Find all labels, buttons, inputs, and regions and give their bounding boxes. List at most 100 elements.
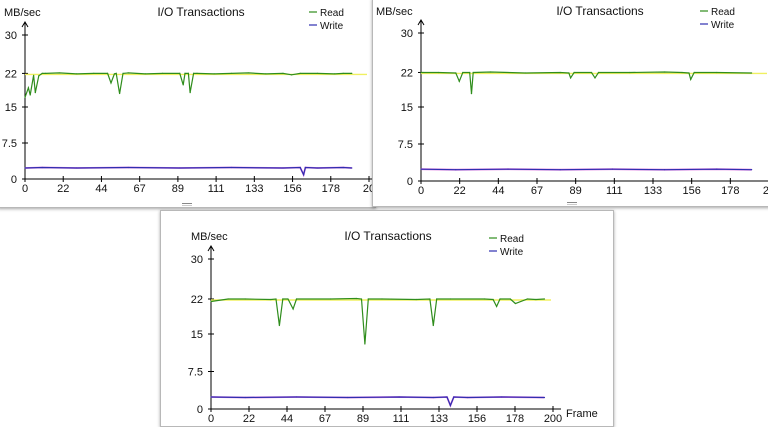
read-point [436, 298, 438, 300]
write-point [303, 174, 305, 176]
x-tick-label: 178 [506, 413, 524, 425]
chart-title: I/O Transactions [157, 5, 244, 19]
read-point [568, 72, 570, 74]
read-point [144, 73, 146, 75]
write-point [664, 169, 666, 171]
read-point [334, 73, 336, 75]
read-point [27, 87, 30, 89]
read-series-line [24, 72, 352, 98]
x-tick-label: 178 [721, 185, 739, 197]
write-point [41, 166, 43, 169]
x-tick-label: 67 [134, 183, 146, 195]
x-tick-label: 67 [531, 185, 543, 197]
read-point [509, 298, 511, 300]
read-point [455, 72, 457, 74]
write-point [466, 396, 469, 399]
y-tick-label: 30 [401, 28, 413, 40]
read-point [282, 298, 284, 300]
read-point [189, 92, 191, 94]
read-point [316, 72, 318, 74]
write-point [420, 168, 422, 170]
read-point [492, 298, 494, 301]
read-point [38, 75, 40, 77]
read-point [122, 72, 124, 74]
x-tick-label: 89 [570, 185, 582, 197]
write-point [751, 169, 753, 171]
read-point [514, 302, 516, 305]
write-point [299, 166, 301, 169]
read-point [360, 298, 363, 300]
io-chart-3: I/O Transactions MB/sec Frame 0 7.5 15 22 30 0 22… [188, 229, 598, 425]
resize-grip[interactable] [567, 202, 577, 205]
x-tick-label: 22 [57, 183, 69, 195]
read-series-line [210, 297, 545, 345]
read-point [24, 96, 26, 98]
write-point [543, 396, 546, 399]
legend-label-read: Read [500, 234, 524, 245]
read-point [590, 71, 593, 74]
x-tick-label: 111 [208, 183, 225, 195]
read-point [629, 71, 631, 74]
read-point [244, 298, 246, 300]
write-point [559, 169, 561, 171]
write-point [507, 168, 509, 170]
x-tick-label: 89 [357, 413, 369, 425]
read-point [187, 72, 189, 74]
read-point [292, 308, 294, 310]
read-point [179, 72, 181, 74]
read-point [299, 72, 301, 74]
read-point [270, 298, 272, 301]
read-point [716, 71, 718, 74]
write-point [455, 169, 457, 171]
read-point [499, 298, 501, 300]
resize-grip[interactable] [182, 203, 192, 206]
read-point [41, 72, 43, 74]
read-series-line [421, 71, 752, 94]
read-point [664, 71, 666, 73]
read-point [526, 298, 528, 300]
x-tick-label: 20 [363, 183, 375, 195]
read-point [470, 93, 473, 95]
read-point [275, 298, 277, 300]
read-point [420, 71, 422, 74]
read-point [330, 298, 332, 300]
x-tick-label: 0 [22, 183, 28, 195]
write-point [295, 396, 298, 398]
read-point [570, 77, 572, 79]
write-point [611, 168, 613, 170]
read-point [192, 72, 195, 74]
read-point [429, 298, 431, 300]
y-axis-arrow [21, 21, 29, 28]
read-point [227, 298, 229, 300]
write-point [453, 396, 455, 398]
y-tick-label: 0 [197, 404, 203, 416]
x-tick-label: 22 [454, 185, 466, 197]
write-series-line [210, 396, 545, 408]
read-point [33, 74, 35, 76]
read-point [196, 72, 198, 74]
write-point [449, 404, 451, 407]
read-point [29, 94, 31, 96]
write-point [127, 166, 129, 169]
read-point [594, 77, 596, 79]
x-tick-label: 0 [418, 185, 424, 197]
write-point [347, 396, 349, 399]
x-tick-label: 20 [763, 185, 768, 197]
y-axis-label: MB/sec [4, 7, 41, 19]
read-point [182, 84, 184, 86]
x-tick-label: 133 [644, 185, 662, 197]
y-axis-arrow [207, 245, 215, 252]
legend-label-read: Read [320, 8, 344, 19]
read-point [58, 72, 61, 74]
y-axis-label: MB/sec [376, 6, 413, 18]
read-point [295, 298, 298, 300]
read-point [355, 297, 357, 300]
read-point [535, 298, 537, 301]
read-point [690, 78, 692, 80]
read-point [93, 72, 95, 74]
write-point [210, 396, 212, 398]
y-tick-label: 22 [401, 67, 413, 79]
write-point [716, 168, 718, 170]
read-point [573, 71, 575, 74]
y-tick-label: 0 [11, 174, 17, 186]
